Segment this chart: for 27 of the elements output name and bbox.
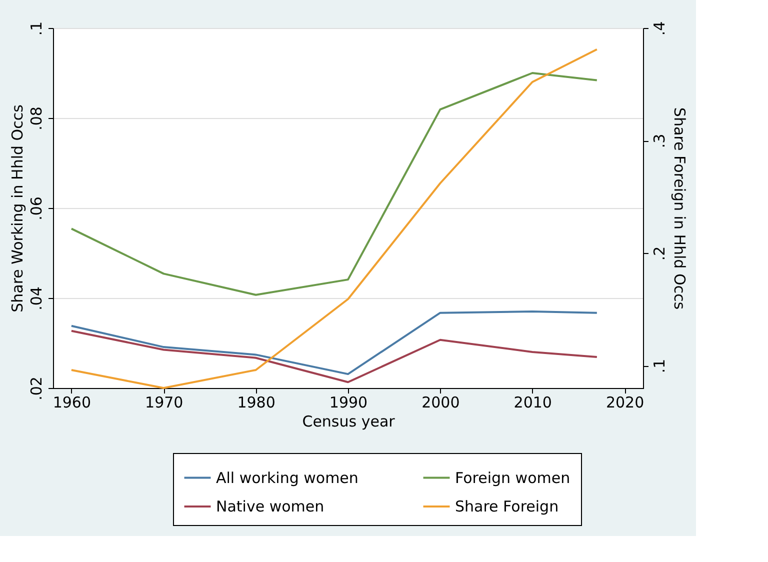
x-tick-label: 2020 [606, 394, 644, 412]
line-series [70, 72, 598, 296]
legend-label: Foreign women [455, 468, 570, 487]
y2-axis-title: Share Foreign in Hhld Occs [670, 107, 688, 310]
y-tick-label: .1 [28, 21, 46, 36]
line-series [70, 310, 598, 376]
line-series [70, 330, 598, 384]
x-tick-label: 2010 [514, 394, 552, 412]
y-tick-label: .08 [28, 106, 46, 130]
x-tick-label: 1990 [329, 394, 368, 412]
y2-tick-label: .4 [650, 21, 668, 36]
legend-label: All working women [216, 468, 358, 487]
x-axis-title: Census year [302, 412, 396, 430]
y2-tick-label: .2 [650, 246, 668, 261]
y2-tick-label: .1 [650, 358, 668, 374]
y-tick-label: .06 [28, 196, 46, 220]
y-tick-label: .02 [28, 376, 46, 400]
line-series [70, 48, 598, 389]
legend-label: Share Foreign [455, 498, 559, 516]
legend-label: Native women [216, 498, 324, 516]
y-axis-title: Share Working in Hhld Occs [8, 104, 26, 312]
x-tick-label: 1960 [52, 394, 92, 412]
x-tick-label: 1980 [237, 394, 276, 412]
x-tick-label: 1970 [145, 394, 184, 412]
y2-tick-label: .3 [650, 134, 668, 148]
y-tick-label: .04 [28, 286, 46, 310]
x-tick-label: 2000 [422, 394, 460, 412]
